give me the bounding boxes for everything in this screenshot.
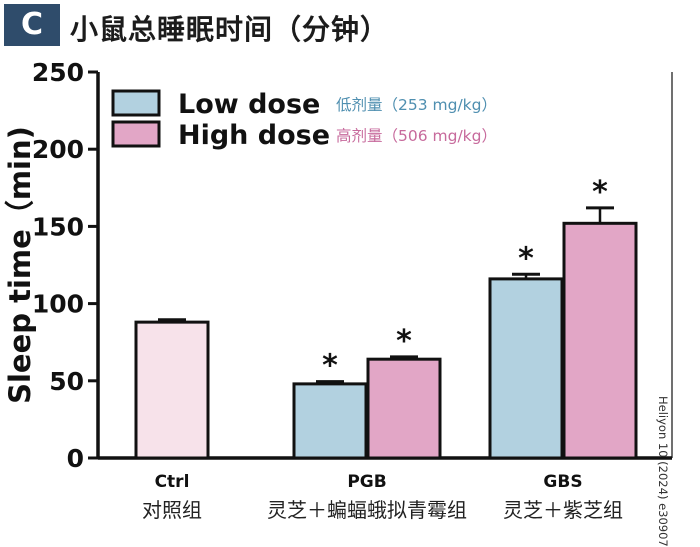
x-category-label: GBS	[543, 472, 582, 492]
sleep-time-bar-chart: 0 50 100 150 200 250 Sleep time（min) * * * * Low …	[3, 58, 673, 522]
significance-asterisk: *	[322, 349, 338, 384]
bar-gbs-high	[562, 221, 638, 460]
significance-asterisk: *	[592, 175, 608, 210]
y-tick-label: 200	[32, 135, 84, 164]
x-category-label: PGB	[347, 472, 386, 492]
chart-axes: 0 50 100 150 200 250 Sleep time（min)	[3, 58, 673, 473]
y-tick-label: 250	[32, 58, 84, 87]
panel-label-badge: C	[4, 4, 60, 46]
legend-sublabel-high: 高剂量（506 mg/kg）	[336, 127, 497, 145]
panel-title: 小鼠总睡眠时间（分钟）	[70, 13, 390, 46]
x-category-label: Ctrl	[155, 472, 190, 492]
chart-legend: Low dose 低剂量（253 mg/kg） High dose 高剂量（506 m…	[111, 89, 497, 151]
legend-swatch-low	[111, 89, 161, 117]
y-tick-label: 150	[32, 212, 84, 241]
y-tick-label: 100	[32, 290, 84, 319]
legend-swatch-high	[111, 120, 161, 148]
y-tick-label: 0	[67, 444, 84, 473]
significance-asterisk: *	[518, 241, 534, 276]
legend-label-high: High dose	[178, 120, 330, 151]
x-axis-labels: Ctrl 对照组 PGB 灵芝＋蝙蝠蛾拟青霉组 GBS 灵芝＋紫芝组	[142, 472, 623, 522]
chart-bars: * * * *	[134, 175, 638, 460]
x-category-sublabel: 灵芝＋蝙蝠蛾拟青霉组	[267, 498, 467, 522]
x-category-sublabel: 灵芝＋紫芝组	[503, 498, 623, 522]
x-category-sublabel: 对照组	[142, 498, 202, 522]
legend-sublabel-low: 低剂量（253 mg/kg）	[336, 96, 497, 114]
legend-label-low: Low dose	[178, 89, 320, 120]
significance-asterisk: *	[396, 324, 412, 359]
bar-gbs-low	[488, 277, 564, 460]
panel-header: C 小鼠总睡眠时间（分钟）	[0, 0, 700, 52]
y-tick-label: 50	[49, 367, 84, 396]
journal-credit: Heliyon 10 (2024) e30907	[656, 396, 670, 547]
bar-pgb-low	[292, 382, 368, 460]
y-axis-title: Sleep time（min)	[3, 126, 37, 404]
bar-ctrl-ctrl	[134, 320, 210, 460]
bar-pgb-high	[366, 357, 442, 460]
